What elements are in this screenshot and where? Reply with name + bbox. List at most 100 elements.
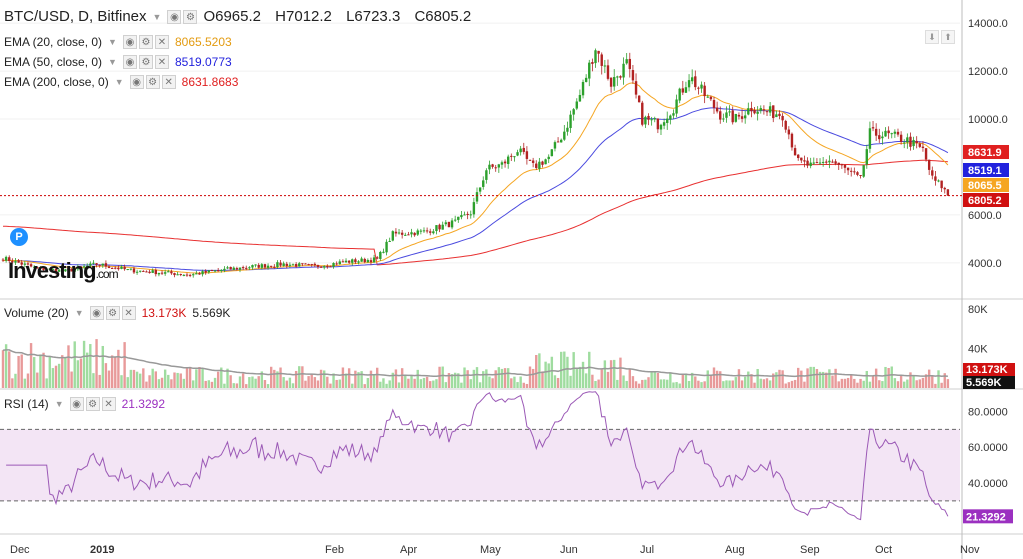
volume-tag-label: 5.569K	[966, 377, 1002, 389]
volume-bar	[404, 375, 407, 388]
candle-body	[572, 109, 575, 115]
volume-bar	[475, 367, 479, 388]
volume-bar	[67, 345, 70, 388]
volume-ma-line	[2, 349, 948, 378]
candle-body	[706, 96, 709, 98]
close-icon[interactable]: ✕	[154, 55, 169, 69]
gear-icon[interactable]: ⚙	[183, 10, 198, 24]
candle-body	[322, 266, 326, 268]
chevron-down-icon[interactable]: ▼	[54, 399, 64, 409]
volume-bar	[843, 378, 847, 388]
volume-bar	[541, 371, 544, 388]
volume-bar	[229, 375, 232, 388]
candle-body	[351, 259, 354, 263]
candle-body	[347, 260, 351, 263]
volume-bar	[506, 368, 510, 388]
volume-bar	[32, 357, 36, 388]
ema20-label: EMA (20, close, 0)	[4, 35, 103, 49]
close-icon[interactable]: ✕	[154, 35, 169, 49]
candle-body	[613, 77, 616, 87]
price-tag-label: 8519.1	[968, 165, 1002, 177]
volume-bar	[903, 381, 906, 388]
candle-body	[173, 273, 176, 276]
candle-body	[519, 148, 522, 153]
candle-body	[834, 161, 837, 164]
volume-bar	[927, 369, 931, 388]
candle-body	[637, 95, 641, 103]
candle-body	[850, 170, 853, 172]
ema20-legend[interactable]: EMA (20, close, 0) ▼ ◉ ⚙ ✕ 8065.5203	[4, 35, 232, 49]
volume-bar	[422, 377, 426, 388]
ema50-legend[interactable]: EMA (50, close, 0) ▼ ◉ ⚙ ✕ 8519.0773	[4, 55, 232, 69]
candle-body	[391, 231, 395, 241]
rsi-legend[interactable]: RSI (14) ▼ ◉ ⚙ ✕ 21.3292	[4, 397, 165, 411]
candle-body	[500, 162, 504, 165]
volume-bar	[407, 378, 410, 388]
gear-icon[interactable]: ⚙	[138, 55, 153, 69]
candle-body	[179, 274, 182, 276]
ema50-label: EMA (50, close, 0)	[4, 55, 103, 69]
volume-bar	[238, 376, 242, 388]
chevron-down-icon[interactable]: ▼	[114, 77, 124, 87]
gear-icon[interactable]: ⚙	[105, 306, 120, 320]
volume-bar	[57, 363, 61, 388]
symbol-caret-icon[interactable]: ▼	[152, 12, 162, 22]
candle-body	[672, 113, 675, 116]
volume-bar	[800, 370, 803, 388]
arrow-down-icon[interactable]: ⬇	[925, 30, 939, 44]
ema20-value: 8065.5203	[174, 35, 232, 49]
volume-bar	[204, 380, 207, 388]
close-icon[interactable]: ✕	[121, 306, 136, 320]
volume-bar	[765, 378, 769, 388]
candle-body	[784, 120, 787, 130]
gear-icon[interactable]: ⚙	[138, 35, 153, 49]
candle-body	[4, 256, 8, 261]
candle-body	[825, 161, 828, 163]
volume-bar	[310, 373, 313, 388]
volume-bar	[416, 369, 419, 388]
volume-bar	[734, 377, 738, 388]
eye-icon[interactable]: ◉	[69, 397, 84, 411]
chevron-down-icon[interactable]: ▼	[108, 37, 117, 47]
candle-body	[453, 219, 457, 221]
volume-bar	[429, 381, 432, 388]
close-icon[interactable]: ✕	[161, 75, 176, 89]
chevron-down-icon[interactable]: ▼	[74, 308, 84, 318]
ema200-legend[interactable]: EMA (200, close, 0) ▼ ◉ ⚙ ✕ 8631.8683	[4, 75, 238, 89]
candle-body	[556, 141, 560, 143]
symbol-title: BTC/USD, D, Bitfinex	[4, 8, 147, 25]
volume-bar	[232, 383, 235, 388]
candle-body	[294, 264, 298, 267]
eye-icon[interactable]: ◉	[122, 35, 137, 49]
eye-icon[interactable]: ◉	[129, 75, 144, 89]
volume-bar	[85, 352, 89, 388]
volume-bar	[457, 373, 460, 388]
candle-body	[216, 270, 220, 272]
chevron-down-icon[interactable]: ▼	[108, 57, 117, 67]
p-badge[interactable]: P	[10, 228, 28, 246]
eye-icon[interactable]: ◉	[122, 55, 137, 69]
volume-legend[interactable]: Volume (20) ▼ ◉ ⚙ ✕ 13.173K 5.569K	[4, 306, 230, 320]
close-icon[interactable]: ✕	[101, 397, 116, 411]
volume-bar	[45, 378, 48, 388]
candle-body	[628, 58, 632, 70]
eye-icon[interactable]: ◉	[167, 10, 182, 24]
gear-icon[interactable]: ⚙	[85, 397, 100, 411]
candle-body	[207, 270, 211, 273]
volume-bar	[257, 376, 260, 388]
volume-bar	[70, 371, 73, 388]
price-tag	[963, 178, 1009, 192]
arrow-up-icon[interactable]: ⬆	[941, 30, 955, 44]
eye-icon[interactable]: ◉	[89, 306, 104, 320]
volume-bar	[666, 379, 669, 388]
candle-body	[114, 267, 117, 269]
volume-bar	[731, 380, 734, 388]
volume-bar	[653, 371, 656, 388]
volume-bar	[831, 375, 834, 388]
candle-body	[404, 234, 407, 236]
candle-body	[806, 160, 809, 166]
candle-body	[927, 159, 931, 170]
volume-bar	[223, 383, 226, 388]
gear-icon[interactable]: ⚙	[145, 75, 160, 89]
